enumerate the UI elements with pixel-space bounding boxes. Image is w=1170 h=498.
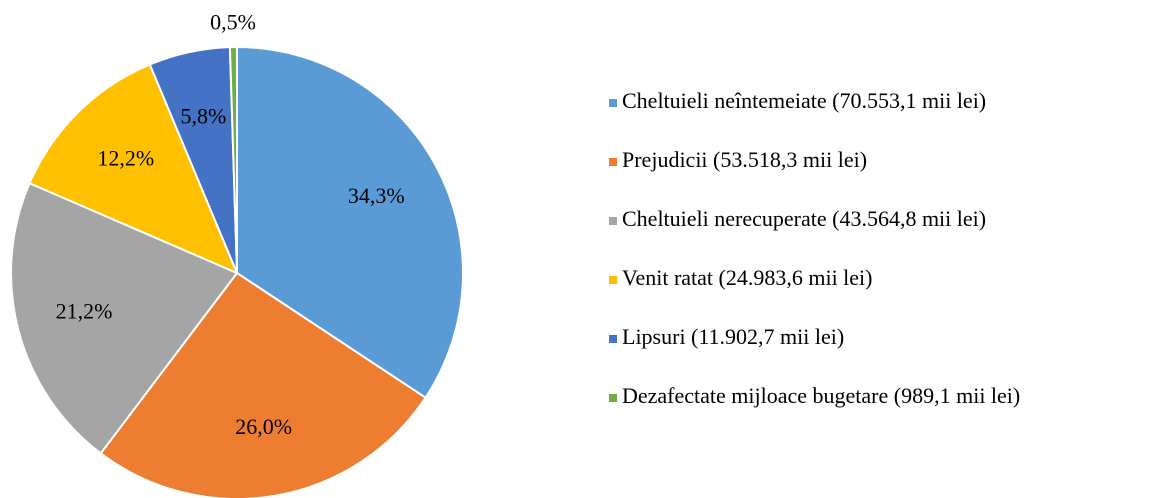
legend-swatch	[609, 335, 617, 343]
pie-slice	[99, 271, 427, 498]
legend-label: Prejudicii (53.518,3 mii lei)	[622, 147, 867, 172]
legend-swatch	[609, 217, 617, 225]
data-label: 34,3%	[348, 183, 405, 208]
data-label: 5,8%	[181, 103, 227, 128]
legend-swatch	[609, 99, 617, 107]
legend-swatch	[609, 158, 617, 166]
pie-slice	[228, 45, 238, 274]
pie-slice	[10, 181, 239, 455]
data-label: 0,5%	[210, 9, 256, 34]
legend-label: Lipsuri (11.902,7 mii lei)	[622, 324, 844, 349]
legend-label: Cheltuieli nerecuperate (43.564,8 mii le…	[622, 206, 986, 231]
legend-swatch	[609, 394, 617, 402]
legend-label: Venit ratat (24.983,6 mii lei)	[622, 265, 873, 290]
legend-swatch	[609, 276, 617, 284]
data-label: 12,2%	[97, 145, 154, 170]
legend-label: Cheltuieli neîntemeiate (70.553,1 mii le…	[622, 88, 986, 113]
data-label: 21,2%	[56, 298, 113, 323]
data-label: 26,0%	[235, 414, 292, 439]
legend-label: Dezafectate mijloace bugetare (989,1 mii…	[622, 383, 1020, 408]
pie-slice	[28, 63, 239, 275]
